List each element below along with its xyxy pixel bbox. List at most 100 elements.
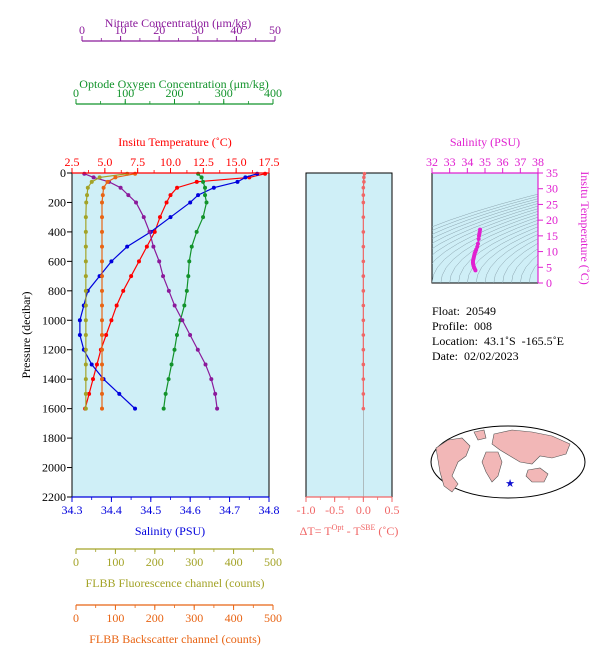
insitu-temperature-point [104, 333, 108, 337]
nitrate-concentration-point [142, 215, 146, 219]
salinity-point [243, 175, 247, 179]
delta-t-point [362, 230, 366, 234]
insitu-temperature-point [195, 180, 199, 184]
insitu-temperature-point [95, 362, 99, 366]
float-location: Location: 43.1˚S -165.5˚E [432, 334, 564, 349]
flbb-backscatter-channel-point [100, 333, 104, 337]
flbb-fluorescence-channel-point [84, 304, 88, 308]
temperature-axis-tick-label: 17.5 [259, 155, 280, 169]
nitrate-concentration-point [157, 259, 161, 263]
flbb-backscatter-channel-point [133, 172, 137, 176]
nitrate-axis-title: Nitrate Concentration (μm/kg) [105, 16, 251, 30]
delta-t-title-end: (˚C) [375, 524, 398, 538]
fluorescence-axis-tick-label: 300 [185, 555, 203, 569]
temperature-axis-tick-label: 5.0 [97, 155, 112, 169]
fluorescence-axis-tick-label: 0 [73, 555, 79, 569]
backscatter-axis-tick-label: 300 [185, 611, 203, 625]
fluorescence-axis-tick-label: 100 [106, 555, 124, 569]
float-id: Float: 20549 [432, 304, 564, 319]
flbb-fluorescence-channel-point [84, 230, 88, 234]
optode-oxygen-concentration-point [186, 274, 190, 278]
delta-t-axis-tick-label: 0.0 [356, 503, 371, 517]
temperature-axis-tick-label: 10.0 [160, 155, 181, 169]
insitu-temperature-point [165, 200, 169, 204]
optode-oxygen-concentration-point [205, 200, 209, 204]
delta-t-point [362, 392, 366, 396]
pressure-tick-label: 1400 [42, 372, 66, 386]
flbb-backscatter-channel-point [100, 289, 104, 293]
delta-t-point [362, 318, 366, 322]
flbb-backscatter-channel-point [100, 245, 104, 249]
ts-plot-area [432, 173, 538, 283]
oxygen-axis-tick-label: 300 [215, 86, 233, 100]
salinity-point [212, 186, 216, 190]
temperature-axis-tick-label: 7.5 [130, 155, 145, 169]
ts-temperature-tick-label: 25 [546, 197, 558, 211]
salinity-point [188, 200, 192, 204]
optode-oxygen-concentration-point [201, 215, 205, 219]
flbb-fluorescence-channel-point [84, 348, 88, 352]
nitrate-axis-tick-label: 50 [269, 23, 281, 37]
salinity-point [255, 172, 259, 176]
nitrate-concentration-point [82, 172, 86, 176]
nitrate-concentration-point [188, 333, 192, 337]
nitrate-concentration-point [180, 318, 184, 322]
delta-t-point [362, 245, 366, 249]
nitrate-concentration-point [213, 392, 217, 396]
delta-t-point [362, 407, 366, 411]
flbb-backscatter-channel-point [100, 318, 104, 322]
insitu-temperature-point [129, 274, 133, 278]
temperature-axis-tick-label: 2.5 [65, 155, 80, 169]
flbb-backscatter-channel-point [100, 377, 104, 381]
delta-t-axis-tick-label: -0.5 [325, 503, 344, 517]
delta-t-title-main: ΔT= T [300, 524, 333, 538]
flbb-fluorescence-channel-point [84, 392, 88, 396]
flbb-fluorescence-channel-point [84, 377, 88, 381]
nitrate-axis-tick-label: 30 [192, 23, 204, 37]
delta-t-point [362, 201, 366, 205]
optode-oxygen-concentration-point [201, 180, 205, 184]
delta-t-point [363, 172, 367, 176]
delta-t-point [362, 289, 366, 293]
pressure-tick-label: 200 [48, 195, 66, 209]
salinity-point [125, 245, 129, 249]
insitu-temperature-point [91, 377, 95, 381]
ts-temperature-tick-label: 20 [546, 213, 558, 227]
insitu-temperature-point [158, 215, 162, 219]
optode-oxygen-concentration-point [196, 172, 200, 176]
delta-t-axis-tick-label: -1.0 [297, 503, 316, 517]
temperature-axis-tick-label: 12.5 [193, 155, 214, 169]
delta-t-point [362, 176, 366, 180]
nitrate-concentration-point [167, 289, 171, 293]
flbb-fluorescence-channel-point [98, 175, 102, 179]
optode-oxygen-concentration-point [164, 392, 168, 396]
delta-t-point [362, 260, 366, 264]
optode-oxygen-concentration-point [190, 245, 194, 249]
nitrate-concentration-point [92, 175, 96, 179]
salinity-point [109, 259, 113, 263]
float-location-marker: ★ [505, 478, 515, 490]
pressure-tick-label: 1600 [42, 402, 66, 416]
delta-t-title-sup1: Opt [332, 523, 345, 532]
ts-salinity-axis-tick-label: 36 [497, 155, 509, 169]
temperature-axis-title: Insitu Temperature (˚C) [118, 135, 232, 149]
pressure-axis-title: Pressure (decibar) [19, 292, 33, 379]
delta-t-point [362, 215, 366, 219]
flbb-backscatter-channel-point [100, 407, 104, 411]
ts-temperature-tick-label: 10 [546, 245, 558, 259]
flbb-fluorescence-channel-point [84, 289, 88, 293]
ts-salinity-title: Salinity (PSU) [450, 135, 520, 149]
optode-oxygen-concentration-point [182, 304, 186, 308]
salinity-point [235, 180, 239, 184]
nitrate-concentration-point [134, 200, 138, 204]
pressure-tick-label: 1200 [42, 343, 66, 357]
nitrate-concentration-point [173, 304, 177, 308]
salinity-axis-tick-label: 34.6 [180, 503, 201, 517]
nitrate-concentration-point [196, 348, 200, 352]
oxygen-axis-tick-label: 400 [264, 86, 282, 100]
fluorescence-axis-title: FLBB Fluorescence channel (counts) [86, 576, 265, 590]
ts-salinity-axis-tick-label: 37 [514, 155, 526, 169]
ts-isopycnal [529, 173, 609, 283]
